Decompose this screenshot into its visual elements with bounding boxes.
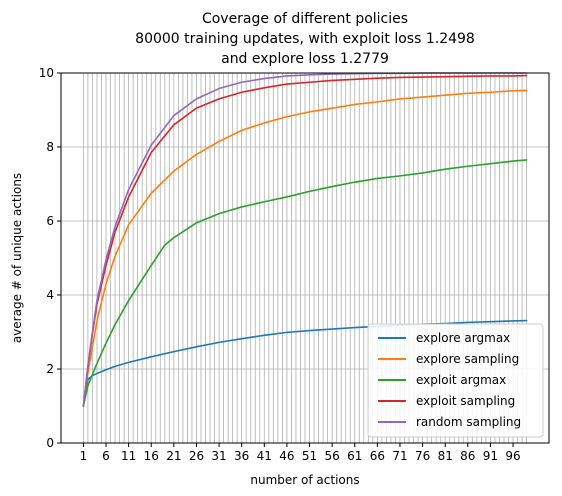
x-tick-label: 1 bbox=[80, 449, 88, 463]
x-tick-label: 46 bbox=[279, 449, 294, 463]
x-tick-label: 16 bbox=[144, 449, 159, 463]
y-tick-label: 2 bbox=[46, 362, 54, 376]
legend-label: random sampling bbox=[416, 415, 521, 429]
x-tick-label: 61 bbox=[347, 449, 362, 463]
series-line-exploit-argmax bbox=[82, 159, 528, 407]
legend-label: exploit sampling bbox=[416, 394, 515, 408]
x-tick-label: 81 bbox=[438, 449, 453, 463]
plot-frame bbox=[60, 72, 550, 444]
legend-label: explore argmax bbox=[416, 331, 510, 345]
y-tick-label: 10 bbox=[39, 66, 54, 80]
legend-label: exploit argmax bbox=[416, 373, 506, 387]
x-tick-label: 96 bbox=[505, 449, 520, 463]
y-tick-label: 0 bbox=[46, 436, 54, 450]
y-tick-label: 6 bbox=[46, 214, 54, 228]
x-tick-label: 71 bbox=[392, 449, 407, 463]
series-line-explore-sampling bbox=[82, 89, 528, 407]
grid bbox=[61, 72, 549, 444]
x-tick-label: 11 bbox=[121, 449, 136, 463]
axis-ticks: 1 6 11 16 21 26 31 36 41 46 51 56 61 66 71 76 81 86 91 9602… bbox=[39, 66, 521, 463]
x-tick-label: 36 bbox=[234, 449, 249, 463]
x-tick-label: 6 bbox=[102, 449, 110, 463]
x-tick-label: 86 bbox=[460, 449, 475, 463]
y-tick-label: 8 bbox=[46, 140, 54, 154]
y-tick-label: 4 bbox=[46, 288, 54, 302]
x-tick-label: 41 bbox=[257, 449, 272, 463]
x-tick-label: 21 bbox=[166, 449, 181, 463]
x-tick-label: 26 bbox=[189, 449, 204, 463]
x-tick-label: 31 bbox=[211, 449, 226, 463]
legend-label: explore sampling bbox=[416, 352, 519, 366]
chart-title-line-3: and explore loss 1.2779 bbox=[221, 51, 389, 67]
x-tick-label: 76 bbox=[415, 449, 430, 463]
series-line-exploit-sampling bbox=[82, 74, 528, 407]
x-axis-label: number of actions bbox=[250, 473, 359, 487]
x-tick-label: 66 bbox=[370, 449, 385, 463]
chart-title-line-1: Coverage of different policies bbox=[202, 11, 408, 27]
x-tick-label: 56 bbox=[324, 449, 339, 463]
legend: explore argmax explore sampling exploit ar… bbox=[367, 323, 544, 438]
x-tick-label: 91 bbox=[483, 449, 498, 463]
legend-box bbox=[367, 323, 544, 438]
x-tick-label: 51 bbox=[302, 449, 317, 463]
y-axis-label: average # of unique actions bbox=[10, 173, 24, 343]
chart-title-line-2: 80000 training updates, with exploit los… bbox=[135, 31, 475, 47]
